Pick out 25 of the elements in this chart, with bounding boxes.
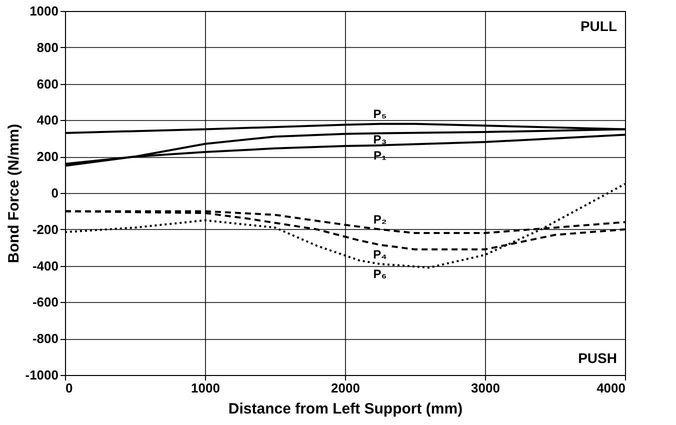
x-tick-label: 4000 — [596, 380, 626, 396]
x-tick-label: 3000 — [471, 380, 500, 396]
series-label: P₅ — [373, 106, 387, 121]
y-tick-label: -1000 — [25, 368, 58, 382]
y-tick-label: 0 — [51, 186, 58, 200]
x-tick-label: 1000 — [191, 380, 220, 396]
y-tick-label: 600 — [36, 76, 58, 92]
series-label: P₄ — [373, 247, 388, 262]
y-tick-label: -600 — [32, 294, 58, 310]
y-tick-label: -200 — [32, 222, 58, 237]
x-axis-title: Distance from Left Support (mm) — [228, 400, 463, 418]
series-label: P₂ — [373, 212, 387, 226]
y-axis-title: Bond Force (N/mm) — [5, 124, 22, 264]
annotation: PUSH — [578, 350, 617, 366]
y-tick-label: 400 — [36, 112, 58, 128]
y-tick-label: 800 — [36, 40, 58, 55]
annotation: PULL — [580, 18, 618, 34]
x-tick-label: 2000 — [331, 380, 360, 396]
y-tick-label: -400 — [32, 258, 58, 274]
series-label: P₆ — [373, 266, 387, 281]
y-tick-label: 200 — [36, 149, 58, 164]
x-tick-label: 0 — [66, 380, 73, 396]
series-label: P₃ — [373, 132, 387, 146]
y-tick-label: -800 — [32, 331, 58, 346]
y-tick-label: 1000 — [30, 4, 58, 18]
